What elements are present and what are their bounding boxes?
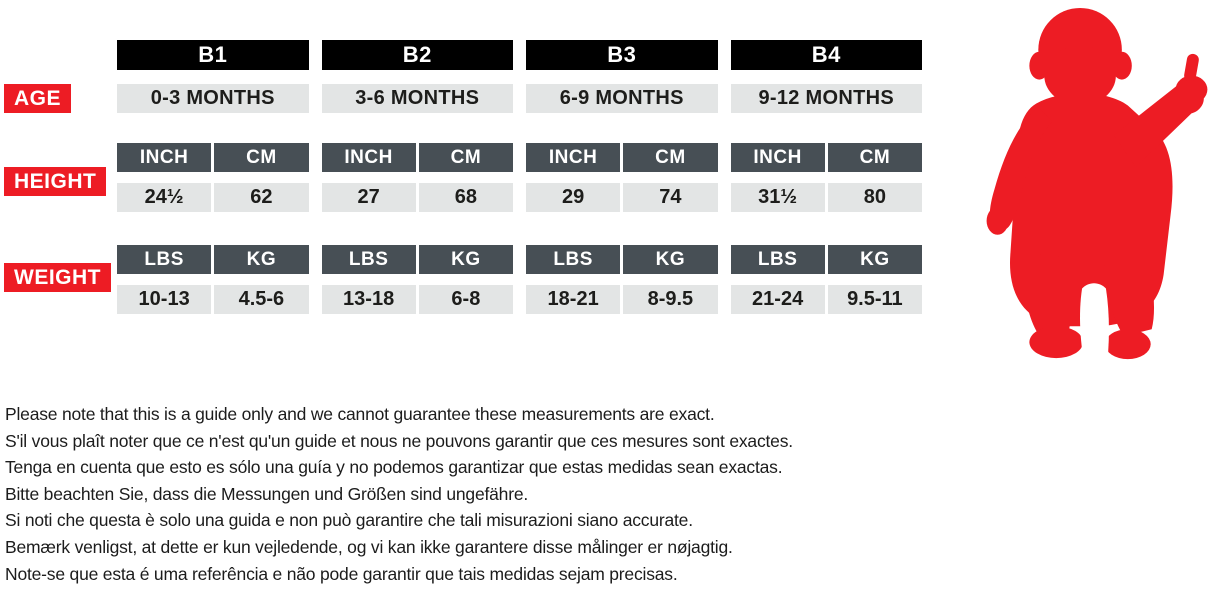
unit-header-inch: INCH <box>117 143 212 172</box>
row-label-height: HEIGHT <box>4 167 107 196</box>
row-label-weight: WEIGHT <box>4 263 111 292</box>
weight-kg-value: 4.5-6 <box>214 285 309 314</box>
unit-header-kg: KG <box>827 245 922 274</box>
height-cm-value: 74 <box>623 183 718 212</box>
size-column-b1: B1 0-3 MONTHS INCH CM 24½ 62 LBS KG 10-1… <box>117 40 309 314</box>
unit-header-kg: KG <box>418 245 513 274</box>
height-inch-value: 24½ <box>117 183 212 212</box>
weight-lbs-value: 13-18 <box>321 285 416 314</box>
height-cm-value: 80 <box>827 183 922 212</box>
disclaimer-line-it: Si noti che questa è solo una guida e no… <box>5 510 693 531</box>
size-code: B4 <box>730 40 922 70</box>
unit-header-cm: CM <box>827 143 922 172</box>
height-cm-value: 62 <box>214 183 309 212</box>
disclaimer-line-pt: Note-se que esta é uma referência e não … <box>5 563 678 584</box>
weight-lbs-value: 18-21 <box>526 285 621 314</box>
unit-header-cm: CM <box>418 143 513 172</box>
height-cm-value: 68 <box>418 183 513 212</box>
age-value: 0-3 MONTHS <box>117 84 309 113</box>
weight-kg-value: 9.5-11 <box>827 285 922 314</box>
unit-header-lbs: LBS <box>730 245 825 274</box>
size-code: B1 <box>117 40 309 70</box>
unit-header-kg: KG <box>214 245 309 274</box>
unit-header-inch: INCH <box>321 143 416 172</box>
unit-header-cm: CM <box>623 143 718 172</box>
disclaimer-line-es: Tenga en cuenta que esto es sólo una guí… <box>5 457 783 478</box>
size-code: B3 <box>526 40 718 70</box>
height-inch-value: 29 <box>526 183 621 212</box>
unit-header-cm: CM <box>214 143 309 172</box>
unit-header-lbs: LBS <box>526 245 621 274</box>
unit-header-kg: KG <box>623 245 718 274</box>
unit-header-lbs: LBS <box>321 245 416 274</box>
disclaimer-line-en: Please note that this is a guide only an… <box>5 404 715 424</box>
row-label-age: AGE <box>4 84 72 113</box>
age-value: 6-9 MONTHS <box>526 84 718 113</box>
size-columns: B1 0-3 MONTHS INCH CM 24½ 62 LBS KG 10-1… <box>117 40 922 314</box>
unit-header-inch: INCH <box>526 143 621 172</box>
weight-kg-value: 8-9.5 <box>623 285 718 314</box>
unit-header-lbs: LBS <box>117 245 212 274</box>
size-column-b2: B2 3-6 MONTHS INCH CM 27 68 LBS KG 13-18… <box>321 40 513 314</box>
baby-silhouette-icon <box>986 7 1208 374</box>
weight-lbs-value: 10-13 <box>117 285 212 314</box>
unit-header-inch: INCH <box>730 143 825 172</box>
age-value: 3-6 MONTHS <box>321 84 513 113</box>
age-value: 9-12 MONTHS <box>730 84 922 113</box>
disclaimer-line-da: Bemærk venligst, at dette er kun vejlede… <box>5 536 733 557</box>
size-code: B2 <box>321 40 513 70</box>
size-column-b3: B3 6-9 MONTHS INCH CM 29 74 LBS KG 18-21… <box>526 40 718 314</box>
weight-lbs-value: 21-24 <box>730 285 825 314</box>
height-inch-value: 31½ <box>730 183 825 212</box>
disclaimer-text: Please note that this is a guide only an… <box>5 401 965 587</box>
disclaimer-line-de: Bitte beachten Sie, dass die Messungen u… <box>5 483 529 504</box>
height-inch-value: 27 <box>321 183 416 212</box>
weight-kg-value: 6-8 <box>418 285 513 314</box>
size-column-b4: B4 9-12 MONTHS INCH CM 31½ 80 LBS KG 21-… <box>730 40 922 314</box>
disclaimer-line-fr: S'il vous plaît noter que ce n'est qu'un… <box>5 430 793 451</box>
